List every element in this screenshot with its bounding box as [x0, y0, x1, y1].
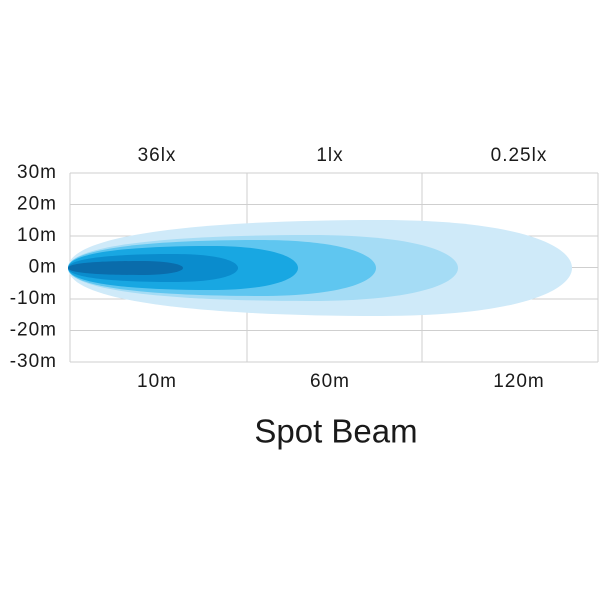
y-label: -30m: [10, 351, 57, 372]
y-label: -20m: [10, 320, 57, 341]
y-label: 0m: [29, 257, 57, 278]
y-label: 30m: [17, 162, 57, 183]
lux-label: 1lx: [316, 145, 343, 166]
y-label: -10m: [10, 288, 57, 309]
y-label: 20m: [17, 194, 57, 215]
x-label: 120m: [493, 371, 545, 392]
x-label: 60m: [310, 371, 350, 392]
diagram-title: Spot Beam: [254, 413, 417, 450]
labels: 36lx 1lx 0.25lx 30m 20m 10m 0m -10m -20m -30m 10m 6…: [10, 145, 548, 392]
lux-label: 36lx: [138, 145, 177, 166]
beam-contour: [68, 261, 183, 275]
x-label: 10m: [137, 371, 177, 392]
y-label: 10m: [17, 225, 57, 246]
beam-pattern: [68, 220, 572, 316]
lux-label: 0.25lx: [491, 145, 548, 166]
